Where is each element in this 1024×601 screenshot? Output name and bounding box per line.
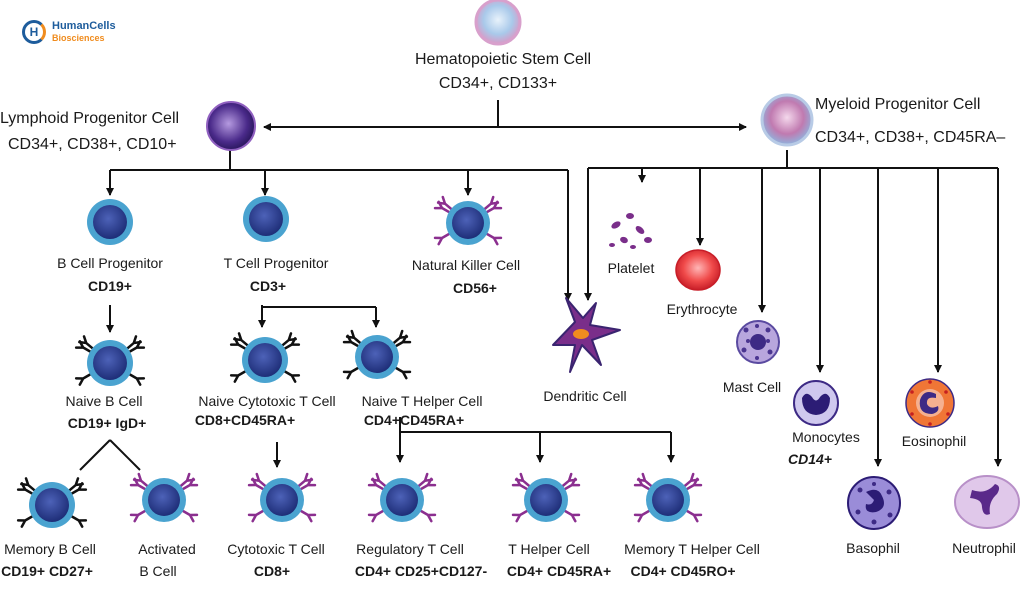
b-progenitor-cell-icon <box>87 199 133 245</box>
eosinophil-icon <box>905 378 955 428</box>
lymphoid-markers: CD34+, CD38+, CD10+ <box>8 136 177 153</box>
t-progenitor-cell-icon <box>243 196 289 242</box>
naive-ct-markers: CD8+CD45RA+ <box>194 412 296 428</box>
lymphoid-name: Lymphoid Progenitor Cell <box>0 110 180 127</box>
b-progenitor-name: B Cell Progenitor <box>57 255 163 271</box>
memory-b-markers: CD19+ CD27+ <box>1 563 93 579</box>
nk-name: Natural Killer Cell <box>411 257 521 273</box>
neutrophil-name: Neutrophil <box>952 540 1016 556</box>
activated-b-name-line2: B Cell <box>139 563 177 579</box>
cytotoxic-t-markers: CD8+ <box>253 563 291 579</box>
myeloid-name: Myeloid Progenitor Cell <box>815 96 981 113</box>
cytotoxic-t-cell-icon <box>247 472 317 523</box>
logo-name: HumanCells <box>52 20 116 32</box>
logo-mark-icon: H <box>22 20 46 44</box>
naive-ct-cell-icon <box>229 332 301 383</box>
cytotoxic-t-name: Cytotoxic T Cell <box>227 541 325 557</box>
t-progenitor-markers: CD3+ <box>249 278 287 294</box>
monocyte-markers: CD14+ <box>788 451 832 467</box>
mast-cell-icon <box>736 320 780 364</box>
memory-th-cell-icon <box>633 472 703 523</box>
myeloid-markers: CD34+, CD38+, CD45RA– <box>815 129 1006 146</box>
dendritic-cell-icon <box>552 297 621 373</box>
nk-markers: CD56+ <box>453 280 497 296</box>
erythrocyte-name: Erythrocyte <box>666 301 738 317</box>
eosinophil-name: Eosinophil <box>901 433 967 449</box>
naive-th-cell-icon <box>342 329 412 380</box>
th-markers: CD4+ CD45RA+ <box>506 563 612 579</box>
neutrophil-icon <box>954 475 1020 529</box>
naive-ct-name: Naive Cytotoxic T Cell <box>198 393 336 409</box>
treg-markers: CD4+ CD25+CD127- <box>354 563 488 579</box>
naive-b-markers: CD19+ IgD+ <box>67 415 147 431</box>
naive-th-markers: CD4+CD45RA+ <box>363 412 465 428</box>
treg-name: Regulatory T Cell <box>356 541 464 557</box>
nk-cell-icon <box>433 195 503 246</box>
naive-th-name: Naive T Helper Cell <box>361 393 483 409</box>
treg-cell-icon <box>367 472 437 523</box>
basophil-name: Basophil <box>846 540 900 556</box>
monocyte-name: Monocytes <box>792 429 860 445</box>
lymphoid-cell-icon <box>206 101 256 151</box>
memory-b-cell-icon <box>16 477 88 528</box>
hsc-cell-icon <box>474 0 522 46</box>
platelet-icon <box>609 213 652 249</box>
th-name: T Helper Cell <box>508 541 590 557</box>
dendritic-name: Dendritic Cell <box>543 388 627 404</box>
hsc-markers: CD34+, CD133+ <box>438 75 558 92</box>
activated-b-cell-icon <box>129 472 199 523</box>
naive-b-cell-icon <box>74 335 146 386</box>
t-progenitor-name: T Cell Progenitor <box>223 255 329 271</box>
platelet-name: Platelet <box>607 260 655 276</box>
erythrocyte-icon <box>675 249 721 291</box>
th-cell-icon <box>511 472 581 523</box>
company-logo: H HumanCells Biosciences <box>22 20 116 44</box>
basophil-icon <box>847 476 901 530</box>
mast-name: Mast Cell <box>722 379 782 395</box>
myeloid-cell-icon <box>760 93 814 147</box>
naive-b-name: Naive B Cell <box>65 393 143 409</box>
connectors <box>79 100 1002 471</box>
activated-b-name-line1: Activated <box>138 541 196 557</box>
b-progenitor-markers: CD19+ <box>88 278 132 294</box>
monocyte-icon <box>793 380 839 426</box>
memory-th-markers: CD4+ CD45RO+ <box>630 563 736 579</box>
logo-subtitle: Biosciences <box>52 33 105 43</box>
hsc-name: Hematopoietic Stem Cell <box>414 51 592 68</box>
memory-th-name: Memory T Helper Cell <box>624 541 760 557</box>
memory-b-name: Memory B Cell <box>4 541 96 557</box>
